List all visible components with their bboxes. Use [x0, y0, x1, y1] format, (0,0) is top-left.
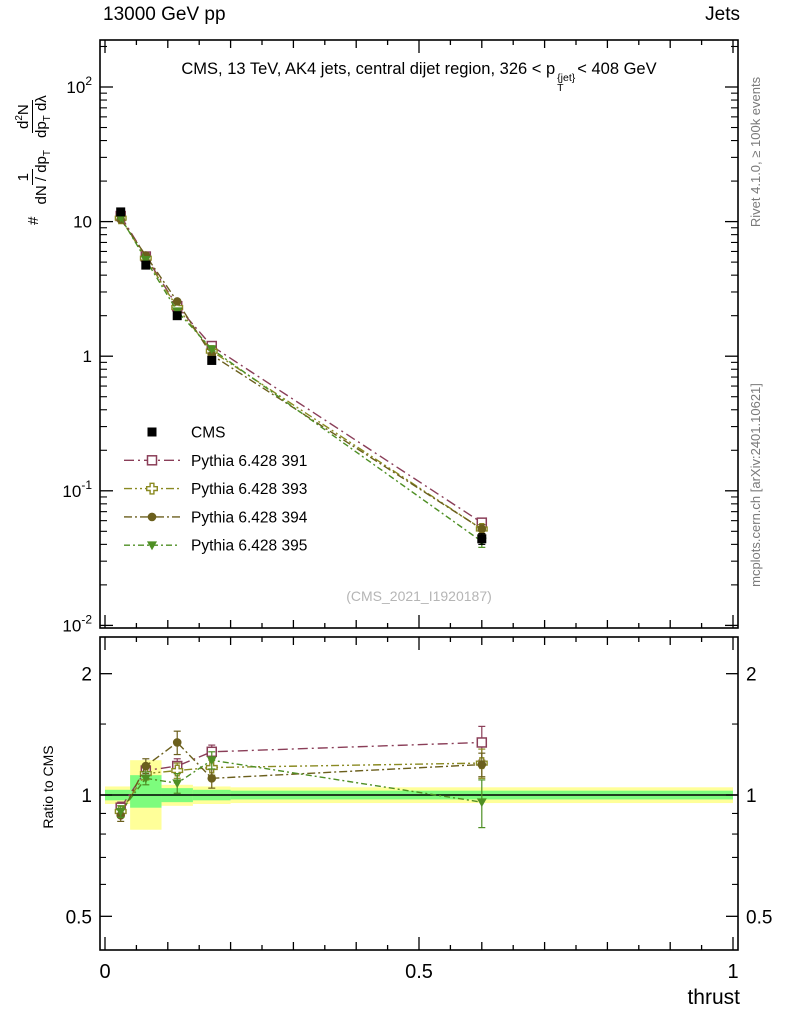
svg-text:2: 2 [81, 665, 92, 686]
svg-text:1: 1 [81, 786, 92, 807]
legend-entry-pythia-6-428-391: Pythia 6.428 391 [124, 453, 307, 470]
svg-text:Pythia 6.428 393: Pythia 6.428 393 [191, 481, 307, 498]
svg-text:0.5: 0.5 [405, 961, 433, 983]
x-axis-label: thrust [687, 986, 740, 1009]
svg-text:10-1: 10-1 [62, 478, 92, 501]
svg-text:Pythia 6.428 391: Pythia 6.428 391 [191, 453, 307, 470]
pt-jet-subscript: T [557, 82, 564, 94]
series-cms [116, 207, 487, 545]
ratio-y-axis: 2 2 1 1 0.5 0.5 [66, 665, 773, 929]
analysis-group-label: Jets [705, 4, 740, 25]
svg-text:Pythia 6.428 394: Pythia 6.428 394 [191, 509, 308, 526]
legend-entry-pythia-6-428-395: Pythia 6.428 395 [124, 538, 307, 555]
svg-text:102: 102 [66, 74, 92, 97]
plot-title-post: < 408 GeV [577, 60, 657, 78]
main-y-axis: 102 10 1 10-1 10-2 [62, 45, 738, 635]
x-axis-ticks: 0 0.5 1 [99, 40, 739, 983]
svg-text:CMS: CMS [191, 425, 225, 442]
legend-entry-pythia-6-428-394: Pythia 6.428 394 [124, 509, 308, 526]
svg-text:1: 1 [746, 786, 757, 807]
ratio-uncertainty-bands [100, 760, 738, 830]
beam-energy-label: 13000 GeV pp [103, 4, 226, 25]
legend-entry-pythia-6-428-393: Pythia 6.428 393 [124, 481, 307, 498]
svg-text:0.5: 0.5 [746, 907, 772, 928]
svg-text:0.5: 0.5 [66, 907, 92, 928]
svg-text:1: 1 [727, 961, 738, 983]
plot-title-pre: CMS, 13 TeV, AK4 jets, central dijet reg… [181, 60, 556, 78]
analysis-id-watermark: (CMS_2021_I1920187) [346, 588, 492, 604]
legend-entry-cms: CMS [147, 425, 225, 442]
svg-text:Pythia 6.428 395: Pythia 6.428 395 [191, 538, 307, 555]
svg-text:10-2: 10-2 [62, 612, 92, 635]
svg-text:10: 10 [73, 213, 92, 232]
pt-jet-notation: {jet} T [557, 72, 576, 94]
svg-text:2: 2 [746, 665, 757, 686]
svg-text:0: 0 [99, 961, 110, 983]
pt-jet-superscript: {jet} [557, 72, 576, 84]
plot-title: CMS, 13 TeV, AK4 jets, central dijet reg… [100, 60, 738, 93]
svg-text:1: 1 [83, 347, 92, 366]
legend: CMS Pythia 6.428 391 Pythia 6.428 393 Pythi… [124, 425, 308, 555]
